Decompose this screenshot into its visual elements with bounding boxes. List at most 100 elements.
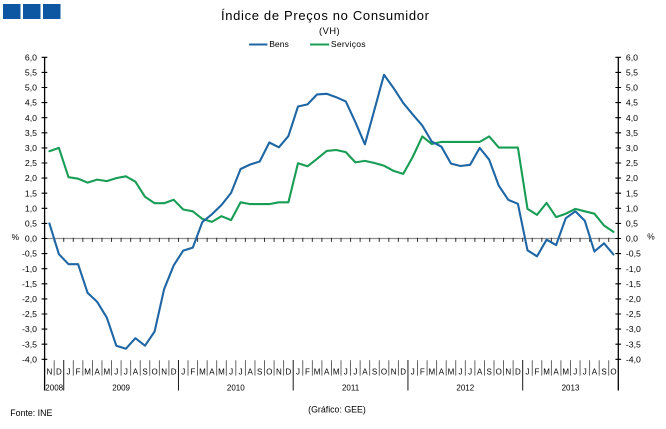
svg-text:F: F <box>190 368 195 377</box>
svg-text:-3,5: -3,5 <box>22 339 37 349</box>
svg-text:O: O <box>151 368 157 377</box>
svg-text:J: J <box>296 368 300 377</box>
svg-text:D: D <box>400 368 406 377</box>
svg-text:4,5: 4,5 <box>25 98 37 108</box>
svg-text:S: S <box>372 368 377 377</box>
svg-text:-0,5: -0,5 <box>22 249 37 259</box>
svg-text:F: F <box>76 368 81 377</box>
svg-text:M: M <box>314 368 321 377</box>
svg-text:J: J <box>114 368 118 377</box>
svg-text:J: J <box>239 368 243 377</box>
svg-text:M: M <box>562 368 569 377</box>
svg-text:0,5: 0,5 <box>626 219 638 229</box>
svg-text:(Gráfico: GEE): (Gráfico: GEE) <box>308 404 366 414</box>
svg-text:O: O <box>496 368 502 377</box>
svg-text:2,5: 2,5 <box>626 158 638 168</box>
svg-text:2013: 2013 <box>562 383 580 392</box>
svg-text:S: S <box>487 368 492 377</box>
svg-text:0,5: 0,5 <box>25 219 37 229</box>
svg-text:A: A <box>248 368 254 377</box>
svg-text:Índice de Preços no Consumidor: Índice de Preços no Consumidor <box>221 8 430 23</box>
svg-text:F: F <box>535 368 540 377</box>
svg-text:M: M <box>333 368 340 377</box>
svg-text:1,5: 1,5 <box>626 188 638 198</box>
svg-text:D: D <box>56 368 62 377</box>
svg-text:4,5: 4,5 <box>626 98 638 108</box>
svg-text:J: J <box>573 368 577 377</box>
svg-text:M: M <box>103 368 110 377</box>
svg-text:A: A <box>439 368 445 377</box>
svg-text:%: % <box>12 232 20 242</box>
svg-text:(VH): (VH) <box>319 26 340 36</box>
svg-text:1,5: 1,5 <box>25 188 37 198</box>
svg-text:3,5: 3,5 <box>626 128 638 138</box>
svg-text:2012: 2012 <box>456 383 474 392</box>
svg-text:J: J <box>583 368 587 377</box>
svg-text:M: M <box>84 368 91 377</box>
svg-text:A: A <box>209 368 215 377</box>
svg-text:N: N <box>391 368 397 377</box>
svg-text:-1,5: -1,5 <box>22 279 37 289</box>
svg-text:O: O <box>381 368 387 377</box>
svg-text:-3,0: -3,0 <box>22 324 37 334</box>
svg-text:S: S <box>257 368 262 377</box>
svg-text:-1,0: -1,0 <box>626 264 641 274</box>
svg-text:O: O <box>266 368 272 377</box>
svg-text:J: J <box>468 368 472 377</box>
svg-text:-2,5: -2,5 <box>626 309 641 319</box>
svg-text:2009: 2009 <box>112 383 130 392</box>
svg-text:-4,0: -4,0 <box>626 354 641 364</box>
svg-text:5,5: 5,5 <box>25 68 37 78</box>
svg-text:A: A <box>362 368 368 377</box>
svg-text:-2,0: -2,0 <box>22 294 37 304</box>
svg-text:%: % <box>647 232 655 242</box>
svg-text:N: N <box>505 368 511 377</box>
svg-text:J: J <box>67 368 71 377</box>
svg-text:5,5: 5,5 <box>626 68 638 78</box>
svg-text:A: A <box>477 368 483 377</box>
svg-text:6,0: 6,0 <box>626 52 638 62</box>
svg-text:-4,0: -4,0 <box>22 354 37 364</box>
svg-text:2011: 2011 <box>342 383 360 392</box>
svg-text:-3,0: -3,0 <box>626 324 641 334</box>
svg-text:2008: 2008 <box>45 383 63 392</box>
svg-text:3,0: 3,0 <box>626 143 638 153</box>
svg-text:D: D <box>171 368 177 377</box>
svg-text:A: A <box>553 368 559 377</box>
svg-text:S: S <box>601 368 606 377</box>
svg-text:S: S <box>142 368 147 377</box>
svg-text:1,0: 1,0 <box>25 203 37 213</box>
svg-text:5,0: 5,0 <box>626 83 638 93</box>
svg-text:N: N <box>161 368 167 377</box>
svg-text:J: J <box>459 368 463 377</box>
svg-text:1,0: 1,0 <box>626 203 638 213</box>
svg-text:-2,5: -2,5 <box>22 309 37 319</box>
svg-text:Fonte: INE: Fonte: INE <box>10 408 52 418</box>
svg-text:-0,5: -0,5 <box>626 249 641 259</box>
svg-text:2010: 2010 <box>227 383 245 392</box>
svg-text:N: N <box>276 368 282 377</box>
svg-text:2,0: 2,0 <box>25 173 37 183</box>
svg-text:-1,5: -1,5 <box>626 279 641 289</box>
svg-text:M: M <box>199 368 206 377</box>
svg-text:M: M <box>543 368 550 377</box>
svg-text:5,0: 5,0 <box>25 83 37 93</box>
svg-text:3,5: 3,5 <box>25 128 37 138</box>
svg-text:M: M <box>448 368 455 377</box>
svg-text:-1,0: -1,0 <box>22 264 37 274</box>
svg-text:-2,0: -2,0 <box>626 294 641 304</box>
svg-text:O: O <box>610 368 616 377</box>
svg-text:J: J <box>124 368 128 377</box>
svg-text:6,0: 6,0 <box>25 52 37 62</box>
svg-text:M: M <box>428 368 435 377</box>
svg-text:2,5: 2,5 <box>25 158 37 168</box>
svg-text:A: A <box>592 368 598 377</box>
svg-text:J: J <box>181 368 185 377</box>
svg-text:-3,5: -3,5 <box>626 339 641 349</box>
svg-text:0,0: 0,0 <box>626 234 638 244</box>
svg-text:3,0: 3,0 <box>25 143 37 153</box>
svg-text:N: N <box>47 368 53 377</box>
svg-text:J: J <box>526 368 530 377</box>
svg-text:4,0: 4,0 <box>25 113 37 123</box>
svg-text:M: M <box>218 368 225 377</box>
